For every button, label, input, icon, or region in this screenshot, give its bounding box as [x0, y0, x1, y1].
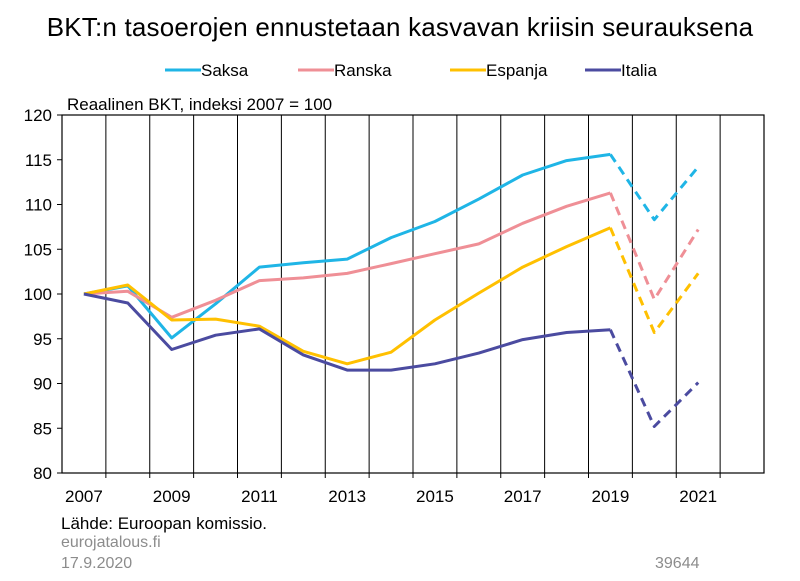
x-tick-label: 2021: [679, 487, 717, 506]
axes: [57, 114, 765, 478]
forecast-line-italia: [609, 329, 700, 428]
legend-label-ranska: Ranska: [334, 61, 392, 80]
series-line-italia: [83, 292, 611, 372]
forecast-line-espanja: [609, 227, 700, 334]
forecast-line-ranska: [609, 192, 700, 301]
legend-label-italia: Italia: [621, 61, 657, 80]
chart-title: BKT:n tasoerojen ennustetaan kasvavan kr…: [46, 12, 754, 42]
x-tick-label: 2015: [416, 487, 454, 506]
legend: Saksa Ranska Espanja Italia: [165, 61, 657, 80]
grid: [105, 115, 721, 473]
y-tick-label: 95: [33, 330, 52, 349]
y-tick-label: 115: [25, 151, 52, 170]
x-tick-label: 2009: [153, 487, 191, 506]
y-tick-label: 90: [33, 375, 52, 394]
series-line-espanja: [83, 226, 611, 366]
source-note: Lähde: Euroopan komissio.: [61, 514, 268, 533]
x-tick-label: 2013: [328, 487, 366, 506]
y-tick-label: 120: [24, 106, 52, 125]
series-line-saksa: [83, 152, 611, 340]
tick-labels: 80 85 90 95 100 105 110 115 120 2007 2009 2011 2013 2…: [24, 106, 717, 506]
site-name: eurojatalous.fi: [61, 534, 161, 551]
y-tick-label: 110: [25, 196, 52, 215]
series-lines: [83, 152, 700, 428]
chart-subtitle: Reaalinen BKT, indeksi 2007 = 100: [67, 95, 332, 114]
y-tick-label: 100: [24, 285, 52, 304]
forecast-line-saksa: [609, 153, 700, 222]
legend-label-espanja: Espanja: [486, 61, 548, 80]
series-line-ranska: [83, 191, 611, 319]
x-tick-label: 2017: [504, 487, 542, 506]
x-tick-label: 2011: [241, 487, 278, 506]
y-tick-label: 80: [33, 464, 52, 483]
y-tick-label: 105: [24, 240, 52, 259]
x-tick-label: 2007: [65, 487, 103, 506]
y-tick-label: 85: [33, 419, 52, 438]
publish-date: 17.9.2020: [61, 555, 133, 572]
chart-id: 39644: [655, 555, 700, 572]
legend-label-saksa: Saksa: [201, 61, 249, 80]
x-tick-label: 2019: [592, 487, 630, 506]
